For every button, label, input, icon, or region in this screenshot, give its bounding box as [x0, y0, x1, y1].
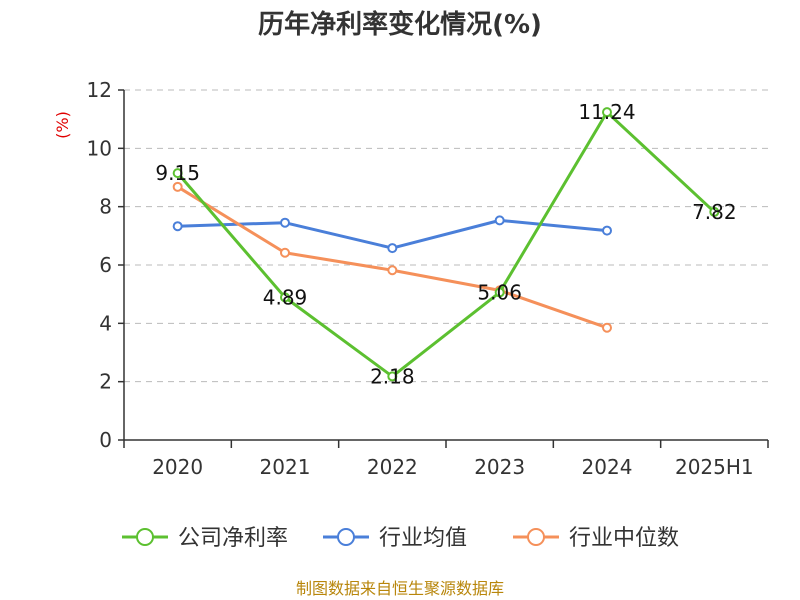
y-tick-label: 2 [99, 370, 112, 394]
legend-label: 公司净利率 [178, 526, 288, 551]
data-point [387, 265, 398, 276]
data-point [172, 168, 183, 179]
legend-marker [527, 528, 545, 546]
legend: 公司净利率 行业均值 行业中位数 [122, 526, 679, 551]
data-point [602, 322, 612, 333]
y-tick-label: 10 [87, 136, 112, 160]
legend-marker [136, 528, 154, 546]
data-point [280, 292, 290, 303]
data-point [280, 217, 290, 228]
data-label: 9.15 [155, 161, 200, 185]
data-label: 2.18 [370, 364, 415, 388]
x-tick-label: 2025H1 [675, 455, 754, 479]
data-point [602, 225, 612, 236]
data-point [387, 371, 398, 382]
series-line [176, 185, 608, 330]
legend-label: 行业中位数 [569, 526, 679, 551]
data-point [494, 215, 505, 226]
y-tick-label: 8 [99, 195, 112, 219]
data-point [172, 221, 183, 232]
y-axis-unit: (%) [53, 111, 72, 139]
data-point [494, 287, 505, 298]
x-tick-label: 2023 [474, 455, 525, 479]
data-label: 4.89 [263, 285, 308, 309]
legend-label: 行业均值 [379, 526, 467, 551]
data-point [387, 243, 398, 254]
axes: 0 2 4 6 8 10 12 2020 2021 2022 2023 2024 2025H1 [87, 78, 769, 479]
data-point [602, 107, 612, 118]
data-point [280, 247, 290, 258]
source-note: 制图数据来自恒生聚源数据库 [296, 579, 504, 598]
legend-marker [337, 528, 355, 546]
y-tick-label: 6 [99, 253, 112, 277]
data-point [709, 206, 720, 217]
data-point [172, 181, 183, 192]
x-tick-label: 2020 [152, 455, 203, 479]
x-tick-label: 2021 [260, 455, 311, 479]
y-tick-label: 12 [87, 78, 112, 102]
grid-lines [124, 89, 768, 383]
y-tick-label: 0 [99, 428, 112, 452]
x-tick-label: 2022 [367, 455, 418, 479]
y-tick-label: 4 [99, 311, 112, 335]
series-line [176, 110, 716, 378]
x-tick-label: 2024 [582, 455, 633, 479]
data-label: 5.06 [477, 280, 522, 304]
data-label: 7.82 [692, 200, 737, 224]
data-labels: 9.15 4.89 2.18 5.06 11.24 7.82 [155, 100, 736, 388]
series-layer [172, 107, 720, 382]
data-label: 11.24 [578, 100, 635, 124]
chart-title: 历年净利率变化情况(%) [258, 9, 542, 40]
